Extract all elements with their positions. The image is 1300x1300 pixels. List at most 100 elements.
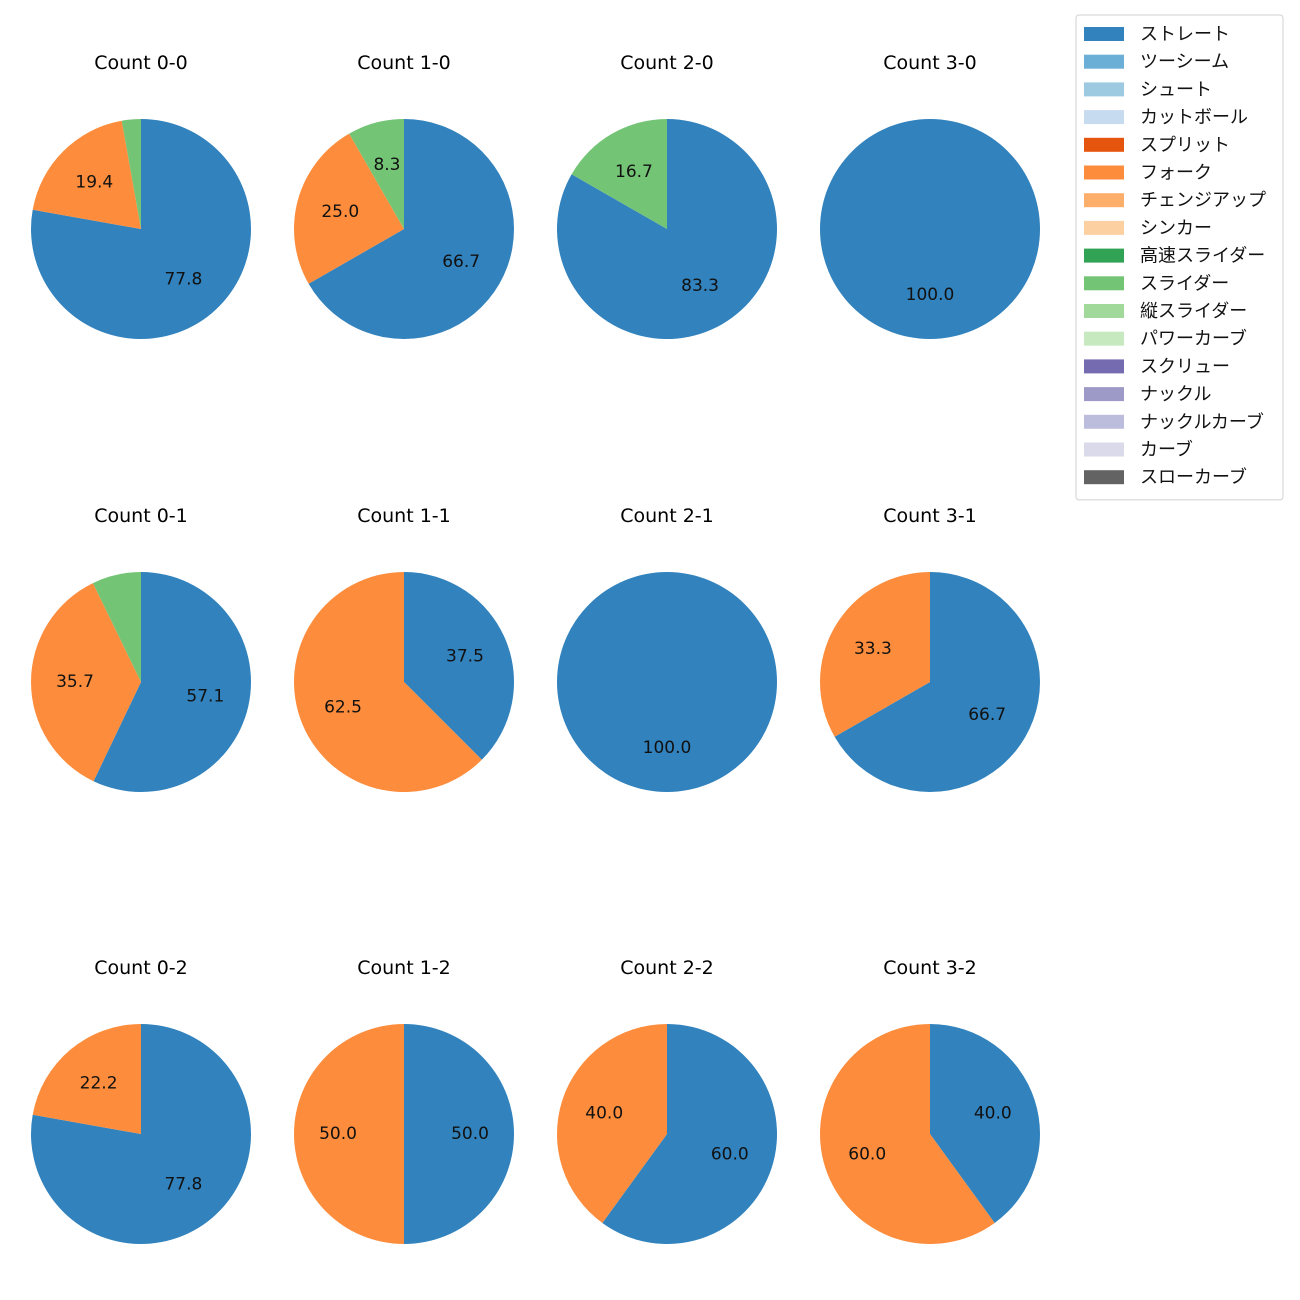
pie-slice-label: 40.0	[974, 1104, 1012, 1124]
pie-count-2-0: Count 2-0 83.3 16.7	[557, 52, 777, 339]
pie-slice-label: 16.7	[615, 162, 653, 182]
pie-slice-label: 19.4	[75, 172, 113, 192]
legend-item: 縦スライダー	[1084, 301, 1247, 322]
pie-count-0-2: Count 0-2 77.8 22.2	[31, 957, 252, 1244]
legend-frame	[1075, 14, 1284, 501]
legend-swatch	[1084, 248, 1124, 263]
pie-slice	[31, 1024, 252, 1244]
pie-slice	[602, 1024, 778, 1244]
pie-slice	[121, 119, 141, 229]
pie-slice	[819, 1024, 995, 1244]
pie-slice	[557, 572, 777, 792]
legend-item: スクリュー	[1084, 356, 1230, 377]
legend: ストレートツーシームシュートカットボールスプリットフォークチェンジアップシンカー…	[1075, 14, 1284, 501]
legend-label: ストレート	[1140, 24, 1230, 45]
legend-item: パワーカーブ	[1084, 328, 1247, 350]
legend-item: ツーシーム	[1084, 52, 1229, 73]
pie-title: Count 3-1	[883, 505, 977, 527]
pie-slice	[294, 133, 404, 284]
pie-slice-label: 66.7	[442, 252, 480, 272]
legend-item: シンカー	[1084, 218, 1212, 239]
pie-slice-label: 83.3	[681, 276, 719, 296]
legend-label: フォーク	[1140, 163, 1212, 184]
pie-count-1-0: Count 1-0 66.7 25.0 8.3	[294, 52, 514, 339]
pie-count-1-2: Count 1-2 50.0 50.0	[294, 957, 514, 1244]
legend-swatch	[1084, 110, 1124, 125]
pie-slice-label: 40.0	[585, 1104, 623, 1124]
pie-slice	[293, 572, 482, 792]
legend-label: ナックルカーブ	[1140, 411, 1264, 433]
pie-count-3-0: Count 3-0 100.0	[820, 52, 1040, 339]
legend-label: スクリュー	[1140, 356, 1230, 377]
legend-label: チェンジアップ	[1140, 190, 1266, 211]
pie-slice	[557, 1024, 667, 1223]
pie-slice	[32, 120, 141, 229]
legend-item: カーブ	[1084, 439, 1193, 461]
legend-item: チェンジアップ	[1084, 190, 1266, 211]
pie-slice-label: 25.0	[321, 202, 359, 222]
pie-slice	[404, 572, 514, 760]
legend-label: スプリット	[1140, 135, 1230, 156]
legend-label: シュート	[1140, 79, 1212, 100]
legend-item: ナックル	[1084, 384, 1211, 405]
pie-title: Count 1-1	[357, 505, 451, 527]
legend-swatch	[1084, 442, 1124, 457]
legend-item: スプリット	[1084, 135, 1230, 156]
pie-slice	[32, 1024, 141, 1134]
pie-title: Count 2-0	[620, 52, 714, 74]
legend-swatch	[1084, 387, 1124, 402]
pie-slice	[92, 572, 141, 682]
pie-slice	[930, 1024, 1040, 1223]
pie-slice-label: 8.3	[373, 155, 400, 175]
pie-slice	[294, 1024, 404, 1244]
pie-slice-label: 77.8	[164, 270, 202, 290]
pie-title: Count 0-1	[94, 505, 188, 527]
legend-swatch	[1084, 193, 1124, 208]
pie-slice-label: 22.2	[80, 1073, 118, 1093]
legend-item: 高速スライダー	[1084, 246, 1265, 267]
legend-swatch	[1084, 137, 1124, 152]
legend-label: スローカーブ	[1140, 466, 1247, 488]
legend-swatch	[1084, 331, 1124, 346]
legend-swatch	[1084, 359, 1124, 374]
pie-slice-label: 35.7	[56, 672, 94, 692]
legend-item: スローカーブ	[1084, 466, 1247, 488]
legend-swatch	[1084, 304, 1124, 318]
pie-title: Count 0-0	[94, 52, 188, 74]
pie-slice-label: 100.0	[643, 738, 692, 758]
legend-swatch	[1084, 165, 1124, 180]
legend-swatch	[1084, 54, 1124, 69]
pie-slice-label: 50.0	[319, 1124, 357, 1144]
pie-slice	[308, 119, 514, 339]
pie-slice	[820, 572, 930, 737]
legend-label: ナックル	[1140, 384, 1211, 405]
pie-slice-label: 57.1	[186, 687, 224, 707]
pie-title: Count 3-0	[883, 52, 977, 74]
pie-slice-label: 62.5	[324, 697, 362, 717]
pie-title: Count 2-1	[620, 505, 714, 527]
pie-title: Count 3-2	[883, 957, 977, 979]
pie-count-2-1: Count 2-1 100.0	[557, 505, 777, 792]
legend-item: カットボール	[1084, 107, 1248, 128]
pie-title: Count 1-2	[357, 957, 451, 979]
legend-item: ストレート	[1084, 24, 1230, 45]
legend-swatch	[1084, 414, 1124, 429]
pie-title: Count 0-2	[94, 957, 188, 979]
pie-slice-label: 37.5	[446, 647, 484, 667]
legend-label: 縦スライダー	[1140, 301, 1247, 322]
pie-title: Count 1-0	[357, 52, 451, 74]
pie-slice	[834, 572, 1040, 792]
pie-slice-label: 77.8	[164, 1175, 202, 1195]
pie-count-2-2: Count 2-2 60.0 40.0	[557, 957, 778, 1244]
pie-slice-label: 50.0	[451, 1124, 489, 1144]
pie-title: Count 2-2	[620, 957, 714, 979]
pie-slice	[349, 118, 404, 229]
legend-swatch	[1084, 82, 1124, 97]
legend-item: ナックルカーブ	[1084, 411, 1264, 433]
pie-count-1-1: Count 1-1 37.5 62.5	[293, 505, 514, 792]
legend-label: シンカー	[1140, 218, 1212, 239]
pie-slice	[571, 119, 667, 229]
legend-swatch	[1084, 27, 1124, 41]
